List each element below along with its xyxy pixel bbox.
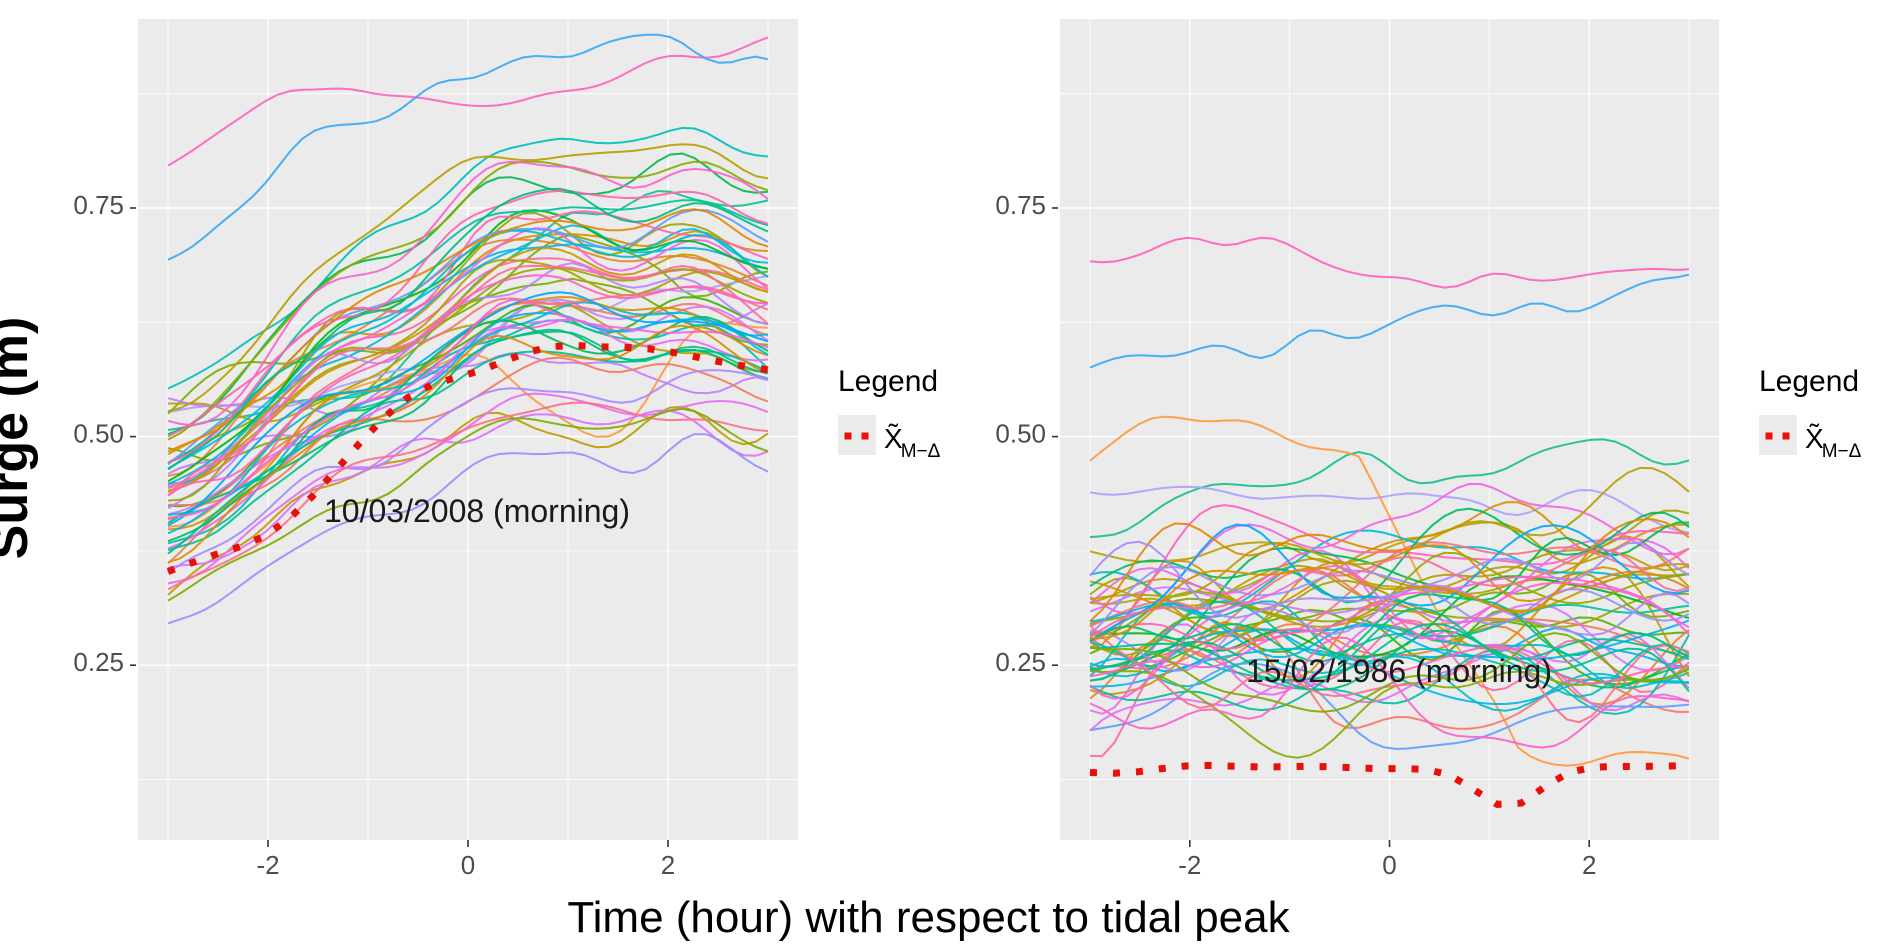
svg-text:0.75: 0.75 <box>73 190 124 220</box>
svg-text:-2: -2 <box>1178 850 1201 880</box>
svg-text:0.75: 0.75 <box>995 190 1046 220</box>
svg-text:0.50: 0.50 <box>995 419 1046 449</box>
svg-text:0: 0 <box>461 850 475 880</box>
svg-text:0.50: 0.50 <box>73 419 124 449</box>
svg-text:2: 2 <box>1582 850 1596 880</box>
svg-text:0.25: 0.25 <box>73 647 124 677</box>
svg-text:-2: -2 <box>256 850 279 880</box>
svg-text:2: 2 <box>661 850 675 880</box>
svg-text:0: 0 <box>1382 850 1396 880</box>
svg-text:0.25: 0.25 <box>995 647 1046 677</box>
